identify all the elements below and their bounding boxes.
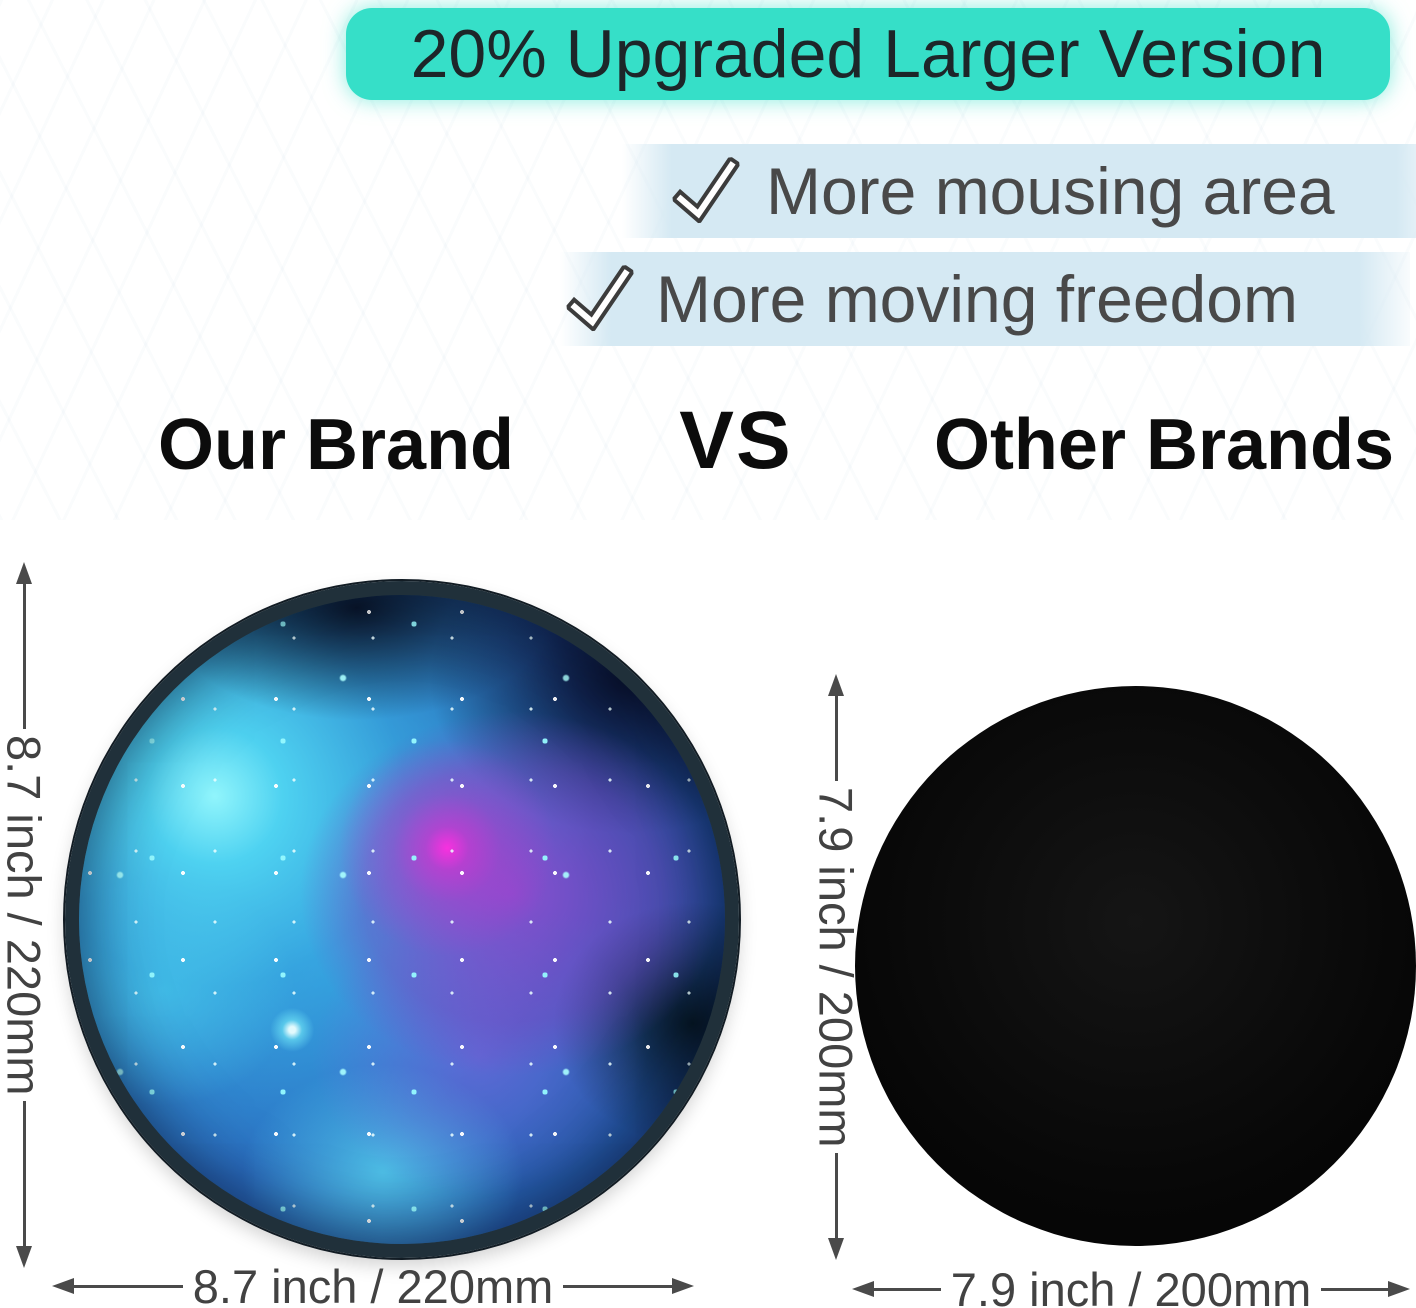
dimension-line bbox=[563, 1284, 673, 1288]
feature-label: More moving freedom bbox=[656, 262, 1298, 336]
arrow-down-icon bbox=[16, 1246, 32, 1269]
arrow-left-icon bbox=[852, 1281, 874, 1297]
arrow-up-icon bbox=[16, 562, 32, 584]
arrow-down-icon bbox=[828, 1238, 844, 1261]
check-icon bbox=[564, 264, 636, 333]
check-icon bbox=[670, 156, 742, 225]
dimension-line bbox=[22, 1101, 26, 1247]
arrow-right-icon bbox=[1388, 1281, 1411, 1297]
our-pad-height-label: 8.7 inch / 220mm bbox=[0, 734, 51, 1096]
dimension-line bbox=[834, 696, 838, 781]
arrow-right-icon bbox=[672, 1278, 695, 1294]
promo-banner-label: 20% Upgraded Larger Version bbox=[410, 16, 1326, 92]
dimension-line bbox=[1321, 1287, 1389, 1291]
feature-highlight-band bbox=[622, 144, 1416, 238]
our-pad-width-dimension: 8.7 inch / 220mm bbox=[52, 1260, 695, 1308]
other-pad-height-label: 7.9 inch / 200mm bbox=[809, 786, 863, 1148]
our-brand-title: Our Brand bbox=[158, 405, 515, 485]
feature-row-moving-freedom: More moving freedom bbox=[560, 252, 1410, 346]
our-pad-height-dimension: 8.7 inch / 220mm bbox=[0, 562, 51, 1269]
dimension-line bbox=[74, 1284, 183, 1288]
vs-label: VS bbox=[679, 395, 793, 486]
other-brands-title: Other Brands bbox=[933, 405, 1395, 485]
promo-banner: 20% Upgraded Larger Version bbox=[346, 8, 1390, 100]
our-pad-width-label: 8.7 inch / 220mm bbox=[192, 1259, 554, 1308]
other-pad-height-dimension: 7.9 inch / 200mm bbox=[810, 674, 863, 1261]
other-pad-width-label: 7.9 inch / 200mm bbox=[950, 1262, 1312, 1308]
arrow-left-icon bbox=[52, 1278, 74, 1294]
dimension-line bbox=[834, 1153, 838, 1239]
our-pad-galaxy-image bbox=[65, 581, 739, 1258]
feature-row-mousing-area: More mousing area bbox=[622, 144, 1416, 238]
feature-highlight-band bbox=[560, 252, 1410, 346]
dimension-line bbox=[22, 584, 26, 729]
other-pad-width-dimension: 7.9 inch / 200mm bbox=[852, 1263, 1411, 1308]
dimension-line bbox=[874, 1287, 941, 1291]
feature-label: More mousing area bbox=[766, 154, 1335, 228]
other-pad-black-image bbox=[855, 686, 1416, 1246]
arrow-up-icon bbox=[828, 674, 844, 696]
